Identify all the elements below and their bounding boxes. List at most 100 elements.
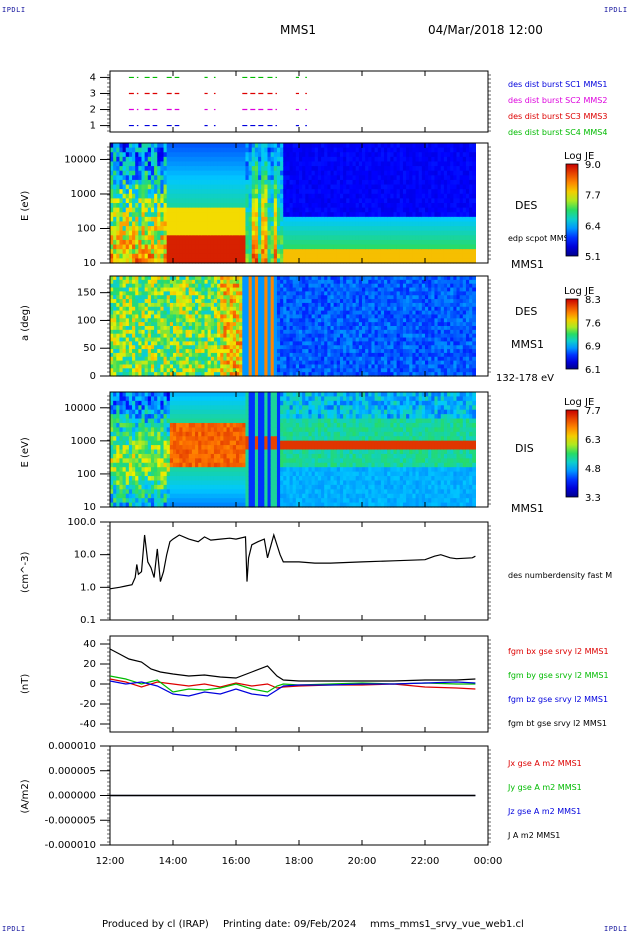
des-pitch-pixel — [191, 364, 196, 369]
des-pitch-pixel — [302, 352, 306, 358]
des-energy-pixel — [292, 166, 297, 172]
des-energy-pixel — [286, 216, 291, 223]
des-pitch-pixel — [248, 368, 253, 373]
des-energy-pixel — [226, 189, 231, 195]
des-energy-pixel — [324, 253, 328, 259]
des-energy-pixel — [125, 143, 130, 149]
des-pitch-pixel — [188, 356, 193, 362]
des-pitch-pixel — [229, 283, 234, 289]
des-energy-pixel — [236, 179, 240, 186]
des-energy-pixel — [236, 147, 240, 153]
des-energy-pixel — [387, 152, 391, 158]
des-energy-pixel — [465, 244, 470, 250]
des-energy-pixel — [258, 207, 262, 213]
des-pitch-pixel — [251, 341, 256, 346]
des-energy-pixel — [327, 152, 332, 158]
des-energy-pixel — [191, 166, 196, 172]
des-energy-pixel — [273, 258, 278, 264]
des-pitch-pixel — [317, 287, 322, 292]
des-energy-pixel — [327, 198, 332, 204]
des-energy-pixel — [462, 235, 467, 241]
des-pitch-pixel — [169, 329, 174, 335]
des-energy-pixel — [387, 239, 391, 246]
des-energy-pixel — [169, 166, 174, 172]
des-energy-pixel — [321, 166, 325, 172]
des-energy-pixel — [135, 147, 139, 153]
des-pitch-pixel — [204, 322, 209, 327]
des-energy-pixel — [116, 253, 121, 259]
des-pitch-pixel — [138, 360, 143, 366]
des-energy-pixel — [317, 239, 322, 246]
des-energy-pixel — [362, 235, 366, 241]
des-energy-pixel — [349, 143, 354, 149]
des-pitch-pixel — [191, 345, 196, 350]
des-pitch-pixel — [213, 337, 218, 342]
des-pitch-pixel — [157, 360, 161, 366]
des-energy-pixel — [324, 207, 328, 213]
des-energy-pixel — [128, 207, 133, 213]
des-energy-pixel — [267, 161, 272, 167]
des-pitch-pixel — [213, 356, 218, 362]
des-pitch-pixel — [317, 279, 322, 285]
des-energy-pixel — [339, 161, 344, 167]
des-pitch-pixel — [185, 356, 190, 362]
des-energy-pixel — [465, 166, 470, 172]
des-energy-pixel — [339, 212, 344, 218]
des-energy-pixel — [421, 249, 426, 255]
des-pitch-pixel — [150, 299, 155, 304]
des-pitch-pixel — [236, 318, 240, 323]
des-energy-pixel — [346, 216, 350, 223]
des-pitch-pixel — [213, 279, 218, 285]
des-pitch-pixel — [144, 299, 149, 304]
des-energy-pixel — [295, 179, 300, 186]
des-energy-pixel — [201, 156, 206, 163]
des-pitch-pixel — [185, 341, 190, 346]
des-energy-pixel — [245, 239, 250, 246]
des-energy-pixel — [415, 235, 420, 241]
des-energy-pixel — [163, 244, 168, 250]
des-pitch-pixel — [147, 356, 152, 362]
des-pitch-pixel — [213, 295, 218, 300]
des-energy-pixel — [387, 193, 391, 199]
des-energy-pixel — [421, 230, 426, 236]
des-pitch-pixel — [308, 368, 313, 373]
des-pitch-pixel — [289, 322, 294, 327]
des-energy-pixel — [254, 226, 259, 232]
des-pitch-pixel — [157, 345, 161, 350]
des-energy-pixel — [154, 230, 158, 236]
des-energy-pixel — [425, 152, 429, 158]
des-pitch-pixel — [292, 310, 297, 316]
des-pitch-pixel — [239, 356, 243, 362]
des-energy-pixel — [434, 198, 439, 204]
des-energy-pixel — [336, 161, 341, 167]
des-pitch-pixel — [141, 345, 146, 350]
des-energy-pixel — [141, 216, 146, 223]
des-energy-pixel — [336, 203, 341, 209]
des-energy-pixel — [321, 152, 325, 158]
des-energy-pixel — [465, 175, 470, 181]
des-pitch-pixel — [264, 352, 269, 358]
des-energy-pixel — [110, 156, 114, 163]
des-pitch-pixel — [236, 341, 240, 346]
des-pitch-pixel — [141, 341, 146, 346]
des-pitch-pixel — [150, 345, 155, 350]
des-pitch-pixel — [305, 368, 310, 373]
des-energy-pixel — [447, 198, 451, 204]
des-energy-pixel — [173, 147, 177, 153]
des-pitch-pixel — [166, 368, 171, 373]
des-energy-pixel — [339, 189, 344, 195]
des-pitch-pixel — [242, 372, 247, 377]
des-energy-pixel — [377, 207, 382, 213]
des-pitch-pixel — [314, 283, 319, 289]
des-energy-pixel — [226, 175, 231, 181]
des-pitch-pixel — [245, 310, 250, 316]
des-energy-pixel — [173, 203, 177, 209]
des-energy-pixel — [201, 221, 206, 227]
des-energy-pixel — [154, 147, 158, 153]
des-pitch-pixel — [258, 333, 262, 339]
des-energy-pixel — [157, 221, 161, 227]
des-energy-pixel — [327, 147, 332, 153]
des-energy-pixel — [198, 143, 202, 149]
des-pitch-pixel — [160, 364, 165, 369]
des-energy-pixel — [173, 207, 177, 213]
